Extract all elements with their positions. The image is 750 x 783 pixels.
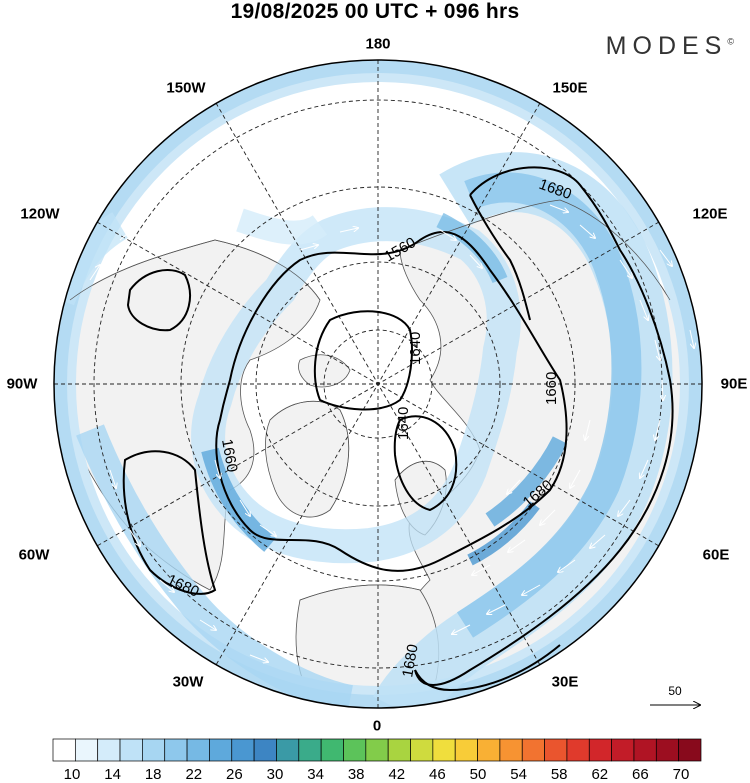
wind-vectors	[89, 204, 694, 662]
contour-label: 1680	[399, 643, 422, 679]
colorbar-swatch	[611, 738, 635, 762]
meridians	[54, 60, 702, 708]
colorbar	[52, 738, 702, 762]
contour-1680-europe	[414, 644, 561, 692]
colorbar-swatch	[588, 738, 612, 762]
colorbar-label: 66	[632, 766, 649, 783]
colorbar-swatch	[74, 738, 99, 762]
lon-label-90w: 90W	[6, 375, 38, 393]
colorbar-swatch	[209, 738, 233, 762]
colorbar-swatch	[365, 738, 389, 762]
forecast-title: 19/08/2025 00 UTC + 096 hrs	[230, 0, 520, 23]
colorbar-swatch	[678, 738, 702, 762]
colorbar-swatch	[387, 738, 411, 762]
colorbar-swatch	[186, 738, 210, 762]
lon-label-120e: 120E	[692, 205, 728, 223]
colorbar-label: 10	[63, 766, 81, 783]
colorbar-label: 54	[510, 766, 527, 783]
colorbar-label: 18	[144, 766, 162, 783]
colorbar-swatch	[521, 738, 545, 762]
colorbar-label: 34	[307, 766, 324, 783]
contour-1660	[215, 230, 568, 572]
reference-vector-label: 50	[668, 684, 682, 698]
contour-1680-pacific	[414, 166, 674, 686]
colorbar-label: 58	[550, 766, 568, 783]
colorbar-swatch	[410, 738, 434, 762]
copyright-mark: ©	[727, 36, 734, 47]
contour-1680-japan	[469, 194, 531, 321]
colorbar-swatch	[142, 738, 166, 762]
contour-1680-alaska	[126, 269, 191, 332]
contour-label: 1660	[543, 372, 560, 405]
colorbar-swatch	[276, 738, 300, 762]
colorbar-swatch	[231, 738, 255, 762]
colorbar-swatch	[97, 738, 121, 762]
lon-label-150w: 150W	[166, 79, 206, 97]
lon-label-150e: 150E	[552, 79, 588, 97]
contour-label: 1660	[218, 438, 241, 474]
contour-1640-vortex	[313, 310, 413, 411]
coastlines	[69, 199, 671, 601]
lon-label-0: 0	[372, 717, 382, 735]
polar-disc-outline	[53, 59, 703, 709]
colorbar-swatch	[432, 738, 456, 762]
colorbar-swatch	[52, 738, 76, 762]
colorbar-label: 46	[429, 766, 446, 783]
colorbar-swatch	[454, 738, 478, 762]
colorbar-swatch	[119, 738, 143, 762]
colorbar-swatch	[164, 738, 188, 762]
colorbar-swatch	[253, 738, 277, 762]
contour-label: 1640	[407, 332, 424, 365]
modes-logo: MODES©	[606, 32, 734, 61]
colorbar-label: 38	[347, 766, 365, 783]
colorbar-label: 14	[104, 766, 121, 783]
colorbar-swatch	[320, 738, 344, 762]
colorbar-label: 50	[469, 766, 487, 783]
lon-label-60w: 60W	[18, 546, 50, 564]
colorbar-swatch	[566, 738, 590, 762]
colorbar-swatch	[298, 738, 322, 762]
lon-label-90e: 90E	[720, 375, 748, 393]
colorbar-swatch	[499, 738, 523, 762]
contour-1640-lobe	[393, 415, 458, 512]
colorbar-label: 70	[672, 766, 690, 783]
colorbar-label: 62	[591, 766, 609, 783]
lon-label-30w: 30W	[172, 673, 204, 691]
contour-1680-atlantic	[122, 450, 217, 595]
contours	[122, 166, 674, 692]
colorbar-label: 30	[266, 766, 284, 783]
colorbar-swatch	[477, 738, 501, 762]
colorbar-swatch	[655, 738, 680, 762]
lon-label-180: 180	[365, 35, 391, 53]
colorbar-swatch	[633, 738, 657, 762]
lon-label-120w: 120W	[20, 205, 60, 223]
colorbar-label: 22	[185, 766, 203, 783]
lon-label-60e: 60E	[702, 546, 730, 564]
lon-label-30e: 30E	[551, 673, 579, 691]
contour-label: 1640	[395, 407, 412, 440]
colorbar-swatch	[343, 738, 367, 762]
colorbar-label: 42	[388, 766, 406, 783]
colorbar-swatch	[544, 738, 568, 762]
logo-text: MODES	[605, 32, 728, 60]
colorbar-label: 26	[226, 766, 243, 783]
